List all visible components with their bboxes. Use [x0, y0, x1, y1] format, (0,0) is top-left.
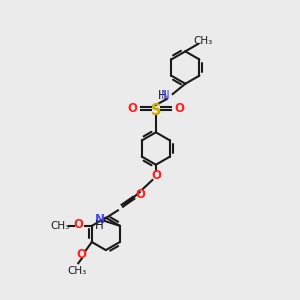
Text: O: O	[135, 188, 145, 201]
Text: O: O	[151, 169, 161, 182]
Text: O: O	[174, 102, 184, 115]
Text: CH₃: CH₃	[194, 36, 213, 46]
Text: H: H	[95, 220, 104, 232]
Text: N: N	[95, 213, 105, 226]
Text: N: N	[160, 89, 169, 102]
Text: O: O	[74, 218, 84, 231]
Text: O: O	[77, 248, 87, 261]
Text: S: S	[151, 103, 161, 118]
Text: O: O	[128, 102, 138, 115]
Text: H: H	[158, 89, 166, 102]
Text: CH₃: CH₃	[68, 266, 87, 276]
Text: CH₃: CH₃	[50, 221, 70, 231]
